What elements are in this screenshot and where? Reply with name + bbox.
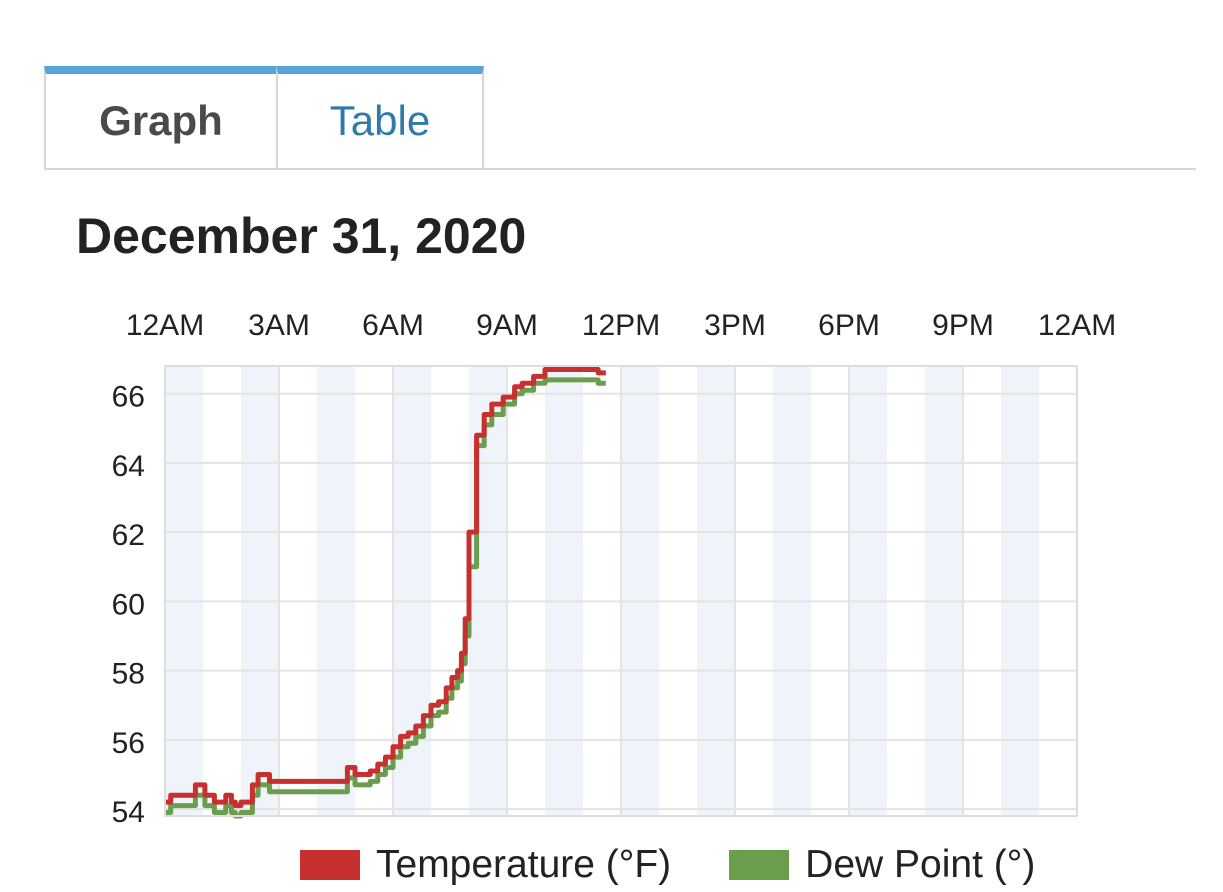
hour-band	[621, 366, 659, 816]
x-tick-label: 3AM	[248, 309, 310, 342]
chart-legend: Temperature (°F) Dew Point (°)	[300, 838, 1093, 892]
y-tick-label: 54	[112, 796, 145, 829]
series-lines	[165, 366, 606, 819]
x-tick-label: 3PM	[704, 309, 766, 342]
y-tick-label: 58	[112, 658, 145, 691]
y-axis-ticks: 54 56 58 60 62 64 66	[112, 381, 145, 829]
x-tick-label: 12PM	[582, 309, 660, 342]
alternating-hour-bands	[165, 366, 1039, 816]
date-heading: December 31, 2020	[76, 208, 527, 264]
plot-border	[164, 365, 1078, 817]
hour-band	[773, 366, 811, 816]
x-tick-label: 9AM	[476, 309, 538, 342]
legend-label-dew-point: Dew Point (°)	[805, 843, 1036, 886]
x-tick-label: 12AM	[126, 309, 204, 342]
tab-baseline	[44, 168, 1196, 170]
x-tick-label: 6AM	[362, 309, 424, 342]
hour-band	[317, 366, 355, 816]
legend-swatch-temperature	[300, 850, 360, 880]
x-tick-label: 12AM	[1038, 309, 1116, 342]
hour-band	[849, 366, 887, 816]
line-chart: 12AM 3AM 6AM 9AM 12PM 3PM 6PM 9PM 12AM 54 56 58 60 6…	[112, 309, 1117, 829]
hour-band	[697, 366, 735, 816]
hour-band	[241, 366, 279, 816]
hour-band	[165, 366, 203, 816]
hour-band	[545, 366, 583, 816]
legend-item-dew-point[interactable]: Dew Point (°)	[729, 843, 1035, 887]
tab-table[interactable]: Table	[276, 66, 484, 168]
x-axis-ticks: 12AM 3AM 6AM 9AM 12PM 3PM 6PM 9PM 12AM	[126, 309, 1116, 342]
hour-band	[1001, 366, 1039, 816]
temperature-line	[165, 366, 606, 809]
y-tick-label: 66	[112, 381, 145, 414]
legend-item-temperature[interactable]: Temperature (°F)	[300, 843, 671, 887]
legend-swatch-dew-point	[729, 850, 790, 880]
hour-band	[925, 366, 963, 816]
y-tick-label: 60	[112, 588, 145, 621]
x-tick-label: 9PM	[932, 309, 994, 342]
dew-point-line	[165, 377, 606, 819]
view-tabs: Graph Table	[44, 66, 1196, 170]
legend-label-temperature: Temperature (°F)	[376, 843, 672, 886]
x-tick-label: 6PM	[818, 309, 880, 342]
hour-band	[469, 366, 507, 816]
tab-graph[interactable]: Graph	[44, 66, 278, 168]
y-tick-label: 56	[112, 727, 145, 760]
y-tick-label: 64	[112, 450, 145, 483]
y-tick-label: 62	[112, 519, 145, 552]
